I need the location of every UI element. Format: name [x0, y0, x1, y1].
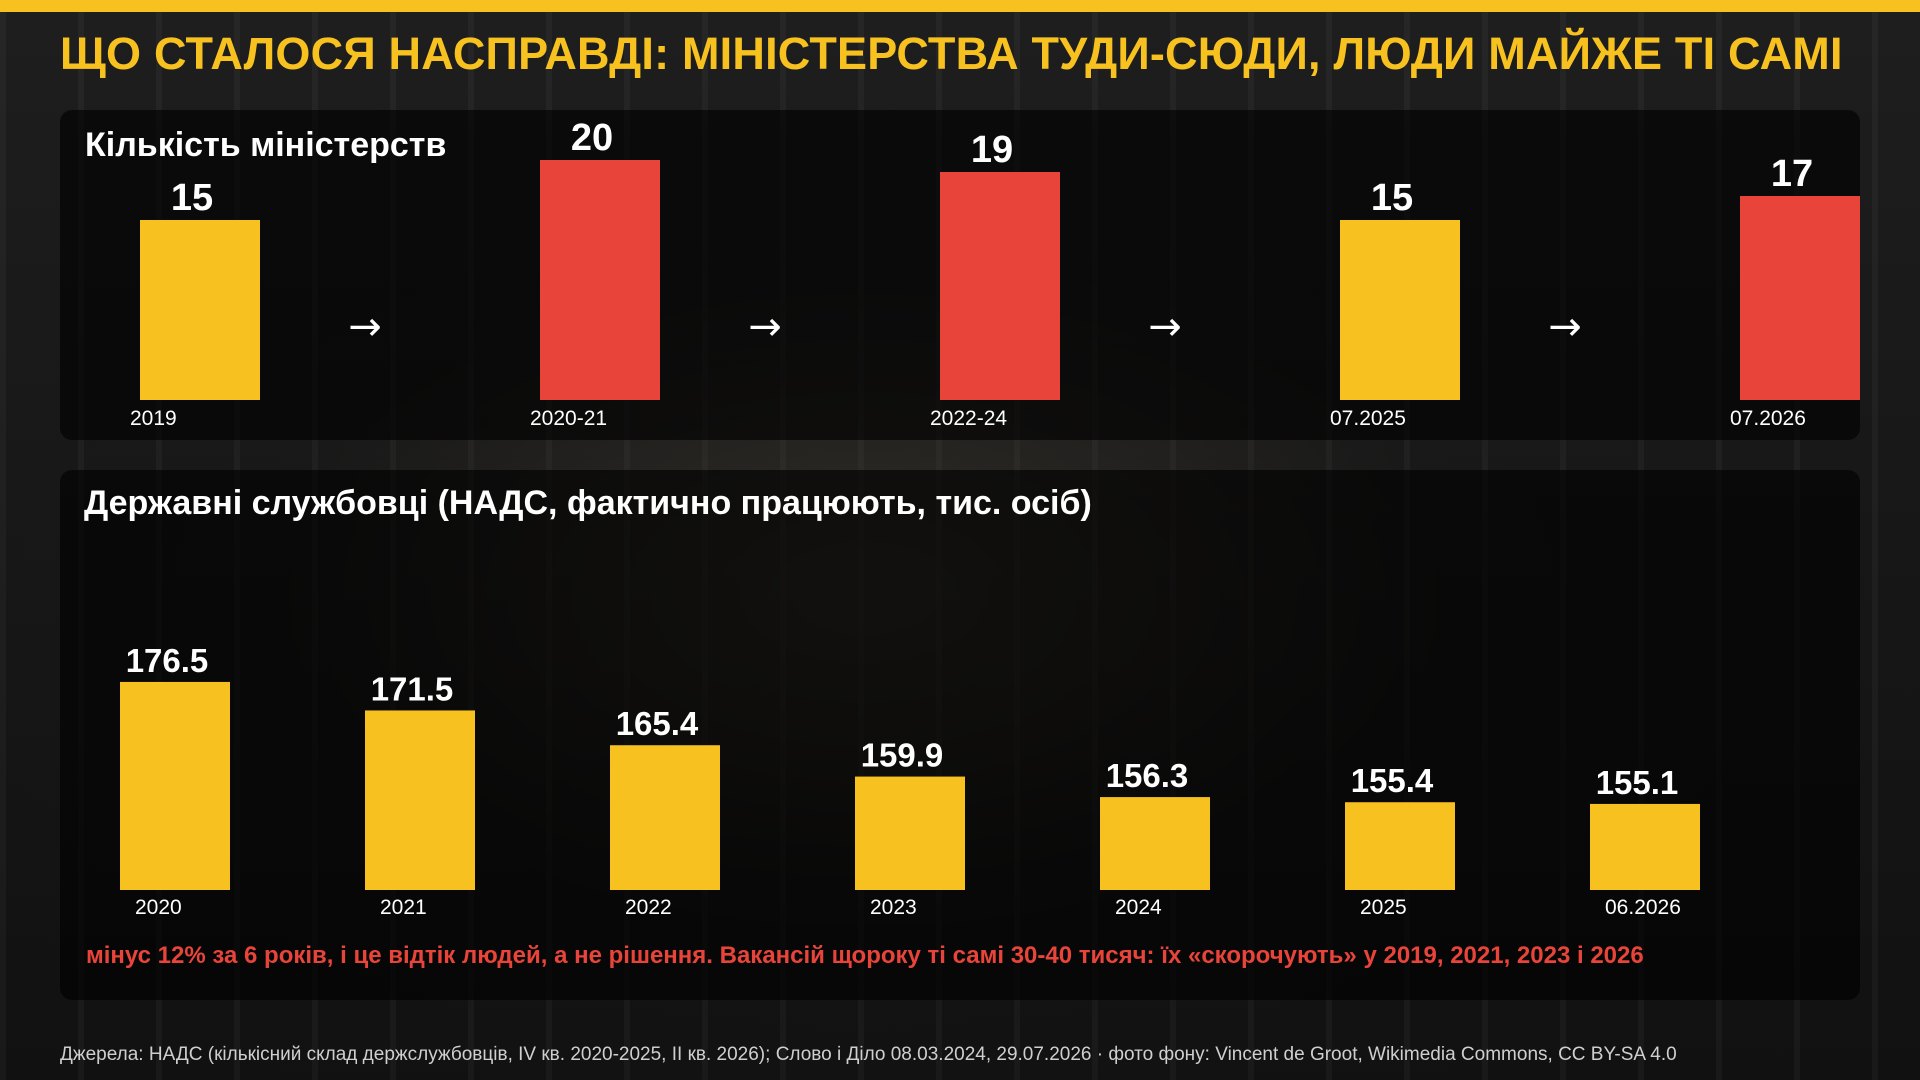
arrow-icon: →	[1548, 304, 1582, 350]
civil-servants-value-label: 155.4	[1351, 762, 1434, 799]
arrow-icon: →	[348, 304, 382, 350]
civil-servants-bar	[1100, 797, 1210, 890]
ministries-category-label: 2022-24	[930, 407, 1007, 430]
headline: ЩО СТАЛОСЯ НАСПРАВДІ: МІНІСТЕРСТВА ТУДИ-…	[60, 28, 1843, 79]
ministries-bar	[140, 220, 260, 400]
arrow-icon: →	[1148, 304, 1182, 350]
ministries-value-label: 19	[971, 129, 1013, 171]
civil-servants-value-label: 155.1	[1596, 764, 1679, 801]
civil-servants-bar	[365, 710, 475, 890]
civil-servants-value-label: 156.3	[1106, 757, 1189, 794]
ministries-panel: Кількість міністерств 15 2019 → 20 2020-21 → 1…	[60, 110, 1860, 440]
ministries-value-label: 15	[171, 177, 213, 219]
civil-servants-value-label: 159.9	[861, 737, 944, 774]
ministries-bar	[1340, 220, 1460, 400]
ministries-chart-title: Кількість міністерств	[85, 126, 447, 164]
ministries-bar	[940, 172, 1060, 400]
civil-servants-bar-chart: 176.5 2020 171.5 2021 165.4 2022 159.9 2023 156.…	[120, 642, 1700, 919]
civil-servants-value-label: 171.5	[371, 670, 454, 707]
ministries-category-label: 2019	[130, 407, 177, 430]
civil-servants-chart-title: Державні службовці (НАДС, фактично працю…	[84, 484, 1092, 522]
top-accent-stripe	[0, 0, 1920, 12]
ministries-bar	[1740, 196, 1860, 400]
civil-servants-bar	[1590, 803, 1700, 890]
civil-servants-value-label: 165.4	[616, 705, 699, 742]
summary-note: мінус 12% за 6 років, і це відтік людей,…	[86, 942, 1644, 969]
ministries-category-label: 07.2026	[1730, 407, 1806, 430]
civil-servants-panel: Державні службовці (НАДС, фактично працю…	[60, 470, 1860, 1000]
ministries-bar-chart: 15 2019 → 20 2020-21 → 19 2022-24 → 15 07.2025 → 17 0…	[130, 117, 1860, 430]
civil-servants-bar	[855, 776, 965, 890]
civil-servants-category-label: 2021	[380, 896, 427, 919]
ministries-value-label: 17	[1771, 153, 1813, 195]
ministries-value-label: 20	[571, 117, 613, 159]
civil-servants-value-label: 176.5	[126, 642, 209, 679]
ministries-category-label: 2020-21	[530, 407, 607, 430]
ministries-category-label: 07.2025	[1330, 407, 1406, 430]
civil-servants-bar	[1345, 802, 1455, 890]
ministries-value-label: 15	[1371, 177, 1413, 219]
civil-servants-category-label: 2024	[1115, 896, 1162, 919]
civil-servants-category-label: 2022	[625, 896, 672, 919]
civil-servants-bar	[120, 681, 230, 890]
arrow-icon: →	[748, 304, 782, 350]
civil-servants-category-label: 2025	[1360, 896, 1407, 919]
source-credits: Джерела: НАДС (кількісний склад держслуж…	[60, 1044, 1677, 1065]
civil-servants-bar	[610, 745, 720, 890]
civil-servants-category-label: 2023	[870, 896, 917, 919]
civil-servants-category-label: 06.2026	[1605, 896, 1681, 919]
ministries-bar	[540, 160, 660, 400]
civil-servants-category-label: 2020	[135, 896, 182, 919]
